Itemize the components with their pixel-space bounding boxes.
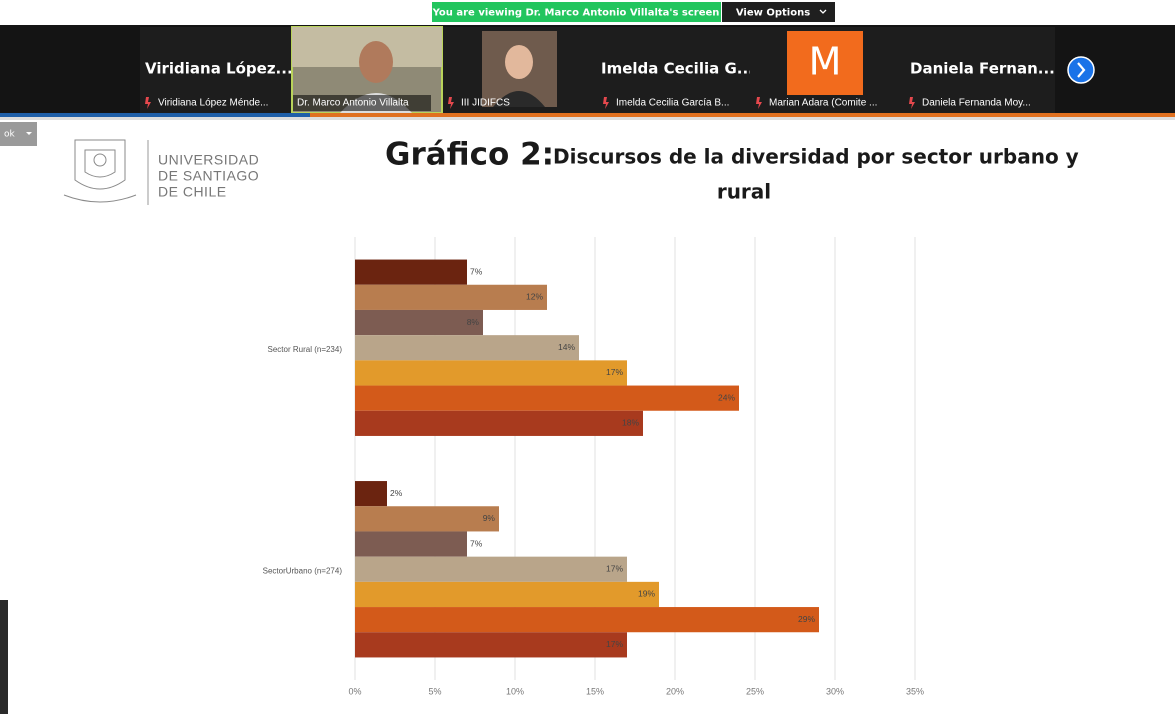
value-label: 9% bbox=[483, 513, 496, 523]
y-tick-label: SectorUrbano (n=274) bbox=[263, 566, 343, 575]
tile bbox=[598, 27, 750, 113]
person bbox=[359, 41, 393, 83]
participant-name: Daniela Fernan... bbox=[910, 60, 1055, 78]
title: rural bbox=[717, 180, 771, 204]
x-tick-label: 5% bbox=[428, 686, 441, 696]
chevron bbox=[819, 9, 827, 14]
tile bbox=[905, 27, 1055, 113]
participant-name: Viridiana López... bbox=[145, 60, 293, 78]
share-banner bbox=[432, 2, 721, 22]
crest bbox=[93, 153, 107, 167]
logo-text: DE SANTIAGO bbox=[158, 168, 259, 184]
bar bbox=[355, 607, 819, 633]
view-options-label[interactable]: View Options bbox=[736, 8, 810, 19]
x-tick-label: 20% bbox=[666, 686, 684, 696]
x-tick-label: 15% bbox=[586, 686, 604, 696]
value-label: 19% bbox=[638, 589, 655, 599]
value-label: 17% bbox=[606, 639, 623, 649]
value-label: 8% bbox=[467, 317, 480, 327]
participant-name: Imelda Cecilia G... bbox=[601, 60, 754, 78]
crest bbox=[84, 149, 116, 178]
title-lead: Gráfico 2: bbox=[385, 137, 554, 173]
bar bbox=[355, 259, 467, 285]
bar bbox=[355, 335, 579, 361]
value-label: 17% bbox=[606, 564, 623, 574]
crest bbox=[74, 139, 126, 190]
value-label: 14% bbox=[558, 342, 575, 352]
title: Discursos de la diversidad por sector ur… bbox=[553, 145, 1079, 169]
logo bbox=[63, 139, 137, 203]
avatar-initial-bg bbox=[787, 31, 863, 95]
bar bbox=[355, 531, 467, 557]
bar bbox=[355, 410, 643, 436]
bar bbox=[355, 309, 483, 336]
bar bbox=[355, 385, 739, 411]
participant-label: Imelda Cecilia García B... bbox=[616, 98, 729, 109]
mute-icon bbox=[145, 97, 151, 109]
view-options-button[interactable] bbox=[722, 2, 835, 22]
share-banner-text: You are viewing Dr. Marco Antonio Villal… bbox=[432, 8, 720, 19]
slide-edge bbox=[0, 117, 1175, 120]
bar bbox=[355, 581, 659, 608]
value-label: 2% bbox=[390, 488, 403, 498]
ribbon bbox=[63, 194, 137, 203]
bar bbox=[355, 556, 627, 582]
bar bbox=[355, 506, 499, 532]
participant-label: Dr. Marco Antonio Villalta bbox=[297, 98, 409, 109]
value-label: 7% bbox=[470, 266, 483, 276]
value-label: 17% bbox=[606, 367, 623, 377]
value-label: 18% bbox=[622, 418, 639, 428]
chart: 0% 5% 10% 15% 20% 25% 30% 35% Sector Rural (n=23… bbox=[263, 237, 924, 696]
mute-icon bbox=[603, 97, 609, 109]
y-tick-label: Sector Rural (n=234) bbox=[268, 345, 343, 354]
logo-text: UNIVERSIDAD bbox=[158, 152, 259, 168]
value-label: 29% bbox=[798, 614, 815, 624]
next-arrow bbox=[1077, 62, 1086, 78]
participant-label: Viridiana López Ménde... bbox=[158, 98, 268, 109]
logo-text: DE CHILE bbox=[158, 184, 227, 200]
participant-label: III JIDIFCS bbox=[461, 98, 510, 109]
x-tick-label: 30% bbox=[826, 686, 844, 696]
bar bbox=[355, 632, 627, 658]
mute-icon bbox=[756, 97, 762, 109]
bar bbox=[355, 360, 627, 386]
value-label: 24% bbox=[718, 392, 735, 402]
bar bbox=[355, 481, 387, 507]
participant-label: Marian Adara (Comite ... bbox=[769, 98, 877, 109]
bar bbox=[355, 284, 547, 310]
participant-label: Daniela Fernanda Moy... bbox=[922, 98, 1031, 109]
label-bg bbox=[293, 95, 431, 111]
tile bbox=[140, 27, 292, 113]
slide-bar bbox=[0, 113, 310, 117]
person bbox=[505, 45, 533, 79]
x-tick-label: 0% bbox=[348, 686, 361, 696]
side-edge bbox=[0, 600, 8, 714]
value-label: 12% bbox=[526, 292, 543, 302]
mute-icon bbox=[448, 97, 454, 109]
person bbox=[493, 91, 545, 107]
menu-chevron bbox=[26, 132, 32, 135]
x-tick-label: 35% bbox=[906, 686, 924, 696]
menu-button[interactable] bbox=[0, 122, 37, 146]
next-page-button[interactable] bbox=[1067, 56, 1095, 84]
value-label: 7% bbox=[470, 538, 483, 548]
x-tick-label: 10% bbox=[506, 686, 524, 696]
slide-bar bbox=[310, 113, 1175, 117]
x-tick-label: 25% bbox=[746, 686, 764, 696]
menu-label[interactable]: ok bbox=[4, 130, 16, 140]
mute-icon bbox=[909, 97, 915, 109]
avatar-initial: M bbox=[809, 40, 842, 84]
